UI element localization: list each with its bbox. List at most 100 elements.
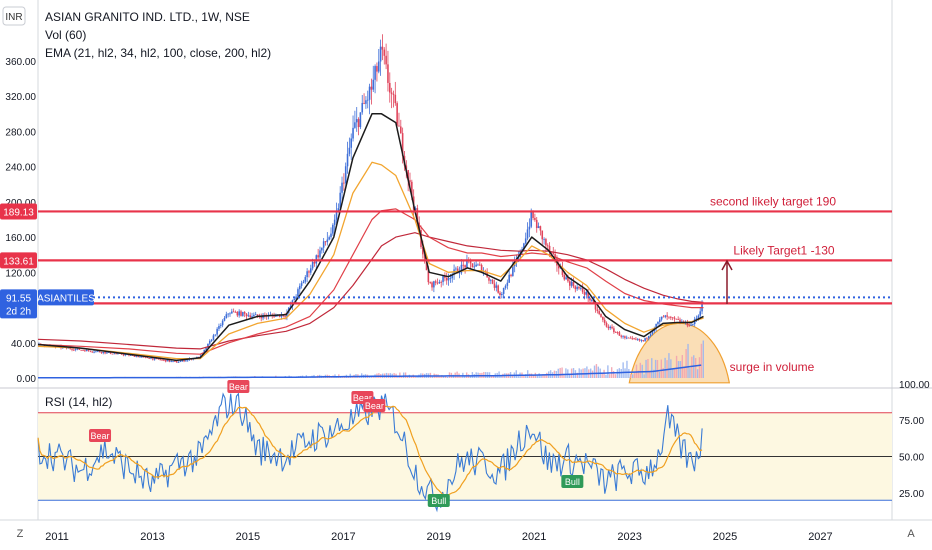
candle-body — [370, 86, 373, 90]
candle-body — [236, 311, 239, 316]
chart-title: ASIAN GRANITO IND. LTD., 1W, NSE — [45, 10, 250, 24]
candle-body — [225, 314, 228, 318]
candle-body — [166, 360, 169, 362]
volume-bar — [410, 376, 413, 378]
candle-body — [477, 264, 479, 266]
candle-body — [207, 343, 209, 348]
zoom-toggle-button[interactable]: Z — [17, 528, 24, 540]
time-tick-label: 2027 — [808, 531, 832, 543]
auto-scale-button[interactable]: A — [907, 528, 915, 540]
candle-body — [530, 211, 533, 227]
candle-body — [332, 224, 334, 234]
candle-body — [96, 351, 99, 353]
volume-bar — [500, 375, 502, 378]
price-level-tag — [0, 203, 37, 220]
candle-body — [677, 319, 679, 320]
candle-body — [407, 170, 409, 181]
candle-body — [649, 333, 652, 336]
volume-bar — [612, 370, 615, 378]
candle-body — [627, 337, 630, 339]
candle-body — [185, 360, 187, 362]
volume-bar — [660, 359, 663, 378]
ema-legend[interactable]: EMA (21, hl2, 34, hl2, 100, close, 200, … — [45, 46, 271, 60]
candle-body — [526, 229, 529, 239]
candle-body — [179, 361, 182, 363]
candle-body — [480, 264, 483, 272]
volume-bar — [557, 368, 559, 378]
candle-body — [602, 316, 604, 320]
candle-body — [210, 340, 213, 341]
candle-body — [449, 278, 452, 279]
candle-body — [219, 325, 222, 327]
volume-ma-line — [38, 364, 702, 379]
candle-body — [186, 359, 189, 361]
candle-body — [478, 264, 481, 266]
bear-signal-label: Bear — [91, 431, 110, 441]
candle-body — [216, 328, 218, 335]
candle-body — [464, 265, 466, 268]
volume-bar — [416, 376, 418, 378]
volume-bar — [683, 367, 685, 378]
candle-body — [183, 360, 185, 362]
candle-body — [159, 359, 161, 361]
volume-bar — [561, 367, 563, 378]
candle-body — [376, 66, 378, 72]
currency-badge[interactable] — [2, 6, 26, 26]
candle-body — [576, 286, 578, 290]
candle-body — [95, 351, 97, 353]
candle-body — [497, 285, 499, 293]
candle-body — [100, 352, 103, 354]
candle-body — [333, 219, 336, 225]
candle-body — [567, 277, 569, 282]
price-tick-label: 320.00 — [5, 92, 36, 103]
volume-bar — [397, 376, 399, 378]
rsi-ma-line — [37, 405, 703, 497]
candle-body — [245, 313, 248, 317]
candle-body — [172, 361, 174, 362]
volume-bar — [645, 359, 647, 378]
target-2-annotation: second likely target 190 — [710, 194, 836, 208]
volume-bar — [536, 375, 538, 378]
rsi-axis-top-label: 100.00 — [899, 380, 930, 391]
volume-bar — [691, 356, 693, 378]
symbol-tag[interactable] — [38, 289, 94, 306]
candle-body — [148, 358, 150, 359]
candle-body — [346, 153, 349, 167]
volume-bar — [702, 340, 704, 378]
time-tick-label: 2015 — [236, 531, 260, 543]
candle-body — [445, 277, 448, 281]
rsi-legend[interactable]: RSI (14, hl2) — [45, 395, 112, 409]
target-1-annotation: Likely Target1 -130 — [733, 243, 835, 257]
candle-body — [343, 182, 345, 184]
volume-legend[interactable]: Vol (60) — [45, 28, 86, 42]
candle-body — [227, 313, 229, 315]
rsi-tick-label: 75.00 — [899, 416, 924, 427]
candle-body — [670, 316, 672, 318]
candle-body — [231, 311, 233, 314]
candle-body — [164, 359, 167, 362]
candle-body — [585, 291, 588, 295]
volume-bar — [679, 361, 682, 378]
bear-signal-label: Bear — [229, 382, 248, 392]
volume-bar — [698, 357, 701, 378]
candle-body — [541, 230, 544, 240]
candle-body — [563, 274, 566, 280]
bear-signal-label: Bear — [353, 393, 372, 403]
candle-body — [668, 316, 670, 318]
candle-body — [512, 266, 514, 276]
volume-bar — [673, 369, 676, 378]
candle-body — [133, 355, 136, 357]
candle-body — [363, 102, 365, 104]
candle-body — [253, 314, 255, 317]
volume-bar — [649, 371, 651, 378]
candle-body — [280, 314, 283, 317]
candle-body — [98, 351, 101, 353]
candle-body — [660, 316, 663, 320]
volume-bar — [570, 368, 573, 378]
volume-bar — [368, 376, 371, 378]
candle-body — [466, 259, 468, 268]
candle-body — [462, 264, 465, 266]
volume-bar — [654, 359, 657, 378]
